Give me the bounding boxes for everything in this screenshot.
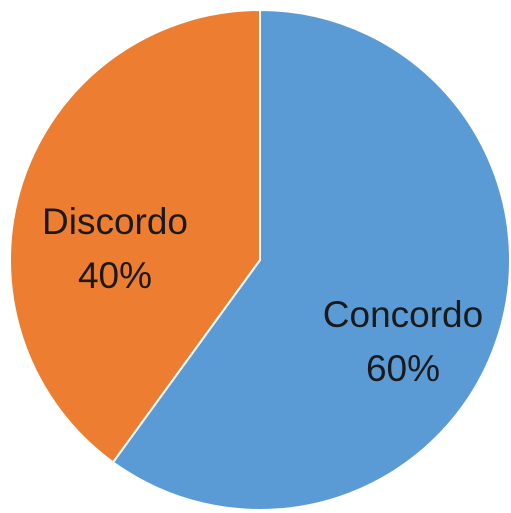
pie-slices — [9, 9, 511, 511]
slice-label-concordo: Concordo — [323, 294, 483, 335]
slice-percent-discordo: 40% — [78, 255, 152, 296]
pie-slice-concordo — [112, 9, 511, 511]
slice-percent-concordo: 60% — [366, 348, 440, 389]
slice-label-discordo: Discordo — [42, 201, 188, 242]
pie-labels: Concordo 60% Discordo 40% — [42, 201, 483, 389]
pie-slice-discordo — [9, 9, 261, 464]
